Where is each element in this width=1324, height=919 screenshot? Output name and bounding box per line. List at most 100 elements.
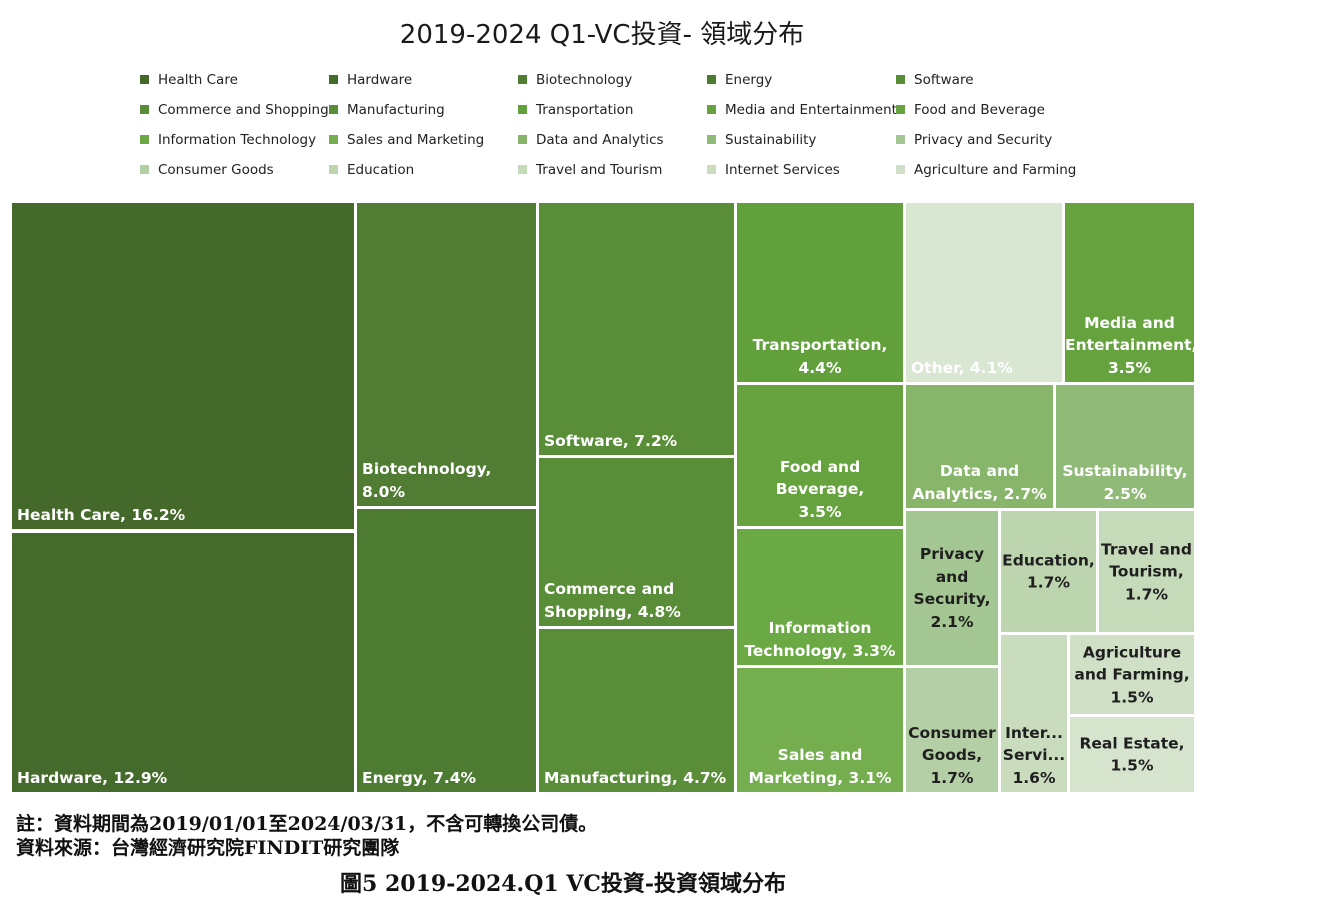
figure-caption: 圖5 2019-2024.Q1 VC投資-投資領域分布 xyxy=(340,871,787,897)
legend-swatch xyxy=(518,135,527,144)
treemap-label: Biotechnology, 8.0% xyxy=(362,460,492,501)
data-source-note: 資料來源：台灣經濟研究院FINDIT研究團隊 xyxy=(16,837,400,859)
legend-label: Commerce and Shopping xyxy=(158,102,329,118)
legend-item-education: Education xyxy=(329,162,414,178)
legend-item-biotechnology: Biotechnology xyxy=(518,72,632,88)
treemap-tile-manufacturing: Manufacturing, 4.7% xyxy=(537,627,736,794)
treemap-tile-internet-services: Inter... Servi... 1.6% xyxy=(999,633,1069,794)
legend-swatch xyxy=(896,165,905,174)
legend-swatch xyxy=(707,105,716,114)
treemap-tile-media-and-entertainment: Media and Entertainment, 3.5% xyxy=(1063,201,1196,384)
treemap-tile-food-and-beverage: Food and Beverage, 3.5% xyxy=(735,383,905,528)
legend-label: Consumer Goods xyxy=(158,162,274,178)
legend-swatch xyxy=(896,75,905,84)
legend-item-energy: Energy xyxy=(707,72,772,88)
legend-swatch xyxy=(329,75,338,84)
chart-title: 2019-2024 Q1-VC投資- 領域分布 xyxy=(399,20,805,50)
legend-swatch xyxy=(707,75,716,84)
treemap-label: Travel and Tourism, 1.7% xyxy=(1101,539,1192,603)
treemap-tile-travel-and-tourism: Travel and Tourism, 1.7% xyxy=(1097,509,1196,634)
legend-swatch xyxy=(329,105,338,114)
legend-item-health-care: Health Care xyxy=(140,72,238,88)
legend-swatch xyxy=(896,105,905,114)
legend-item-agriculture-and-farming: Agriculture and Farming xyxy=(896,162,1076,178)
legend-item-information-technology: Information Technology xyxy=(140,132,316,148)
legend-label: Travel and Tourism xyxy=(536,162,663,178)
legend-swatch xyxy=(140,75,149,84)
treemap-label: Energy, 7.4% xyxy=(362,768,477,787)
legend-item-hardware: Hardware xyxy=(329,72,412,88)
treemap-label: Food and Beverage, 3.5% xyxy=(775,457,865,521)
legend-label: Privacy and Security xyxy=(914,132,1053,148)
treemap-tile-information-technology: Information Technology, 3.3% xyxy=(735,527,905,667)
treemap-tile-sales-and-marketing: Sales and Marketing, 3.1% xyxy=(735,666,905,794)
treemap-tile-data-and-analytics: Data and Analytics, 2.7% xyxy=(904,383,1055,510)
legend-item-food-and-beverage: Food and Beverage xyxy=(896,102,1045,118)
legend-item-sustainability: Sustainability xyxy=(707,132,816,148)
legend-label: Information Technology xyxy=(158,132,317,148)
legend-swatch xyxy=(140,165,149,174)
treemap-tile-transportation: Transportation, 4.4% xyxy=(735,201,905,384)
treemap-tile-real-estate: Real Estate, 1.5% xyxy=(1068,715,1196,794)
chart-legend: Health Care Hardware Biotechnology Energy So… xyxy=(140,72,1090,192)
treemap-tile-hardware: Hardware, 12.9% xyxy=(10,531,356,794)
treemap-label: Data and Analytics, 2.7% xyxy=(912,462,1047,503)
legend-label: Education xyxy=(347,162,415,178)
legend-swatch xyxy=(707,165,716,174)
legend-swatch xyxy=(518,165,527,174)
legend-label: Data and Analytics xyxy=(536,132,664,148)
treemap-label: Education, 1.7% xyxy=(1002,551,1095,592)
legend-label: Media and Entertainment xyxy=(725,102,897,118)
legend-item-software: Software xyxy=(896,72,974,88)
legend-label: Transportation xyxy=(536,102,634,118)
treemap-label: Media and Entertainment, 3.5% xyxy=(1065,313,1196,377)
legend-label: Food and Beverage xyxy=(914,102,1045,118)
legend-label: Sales and Marketing xyxy=(347,132,485,148)
treemap-tile-software: Software, 7.2% xyxy=(537,201,736,457)
legend-item-travel-and-tourism: Travel and Tourism xyxy=(518,162,662,178)
legend-label: Sustainability xyxy=(725,132,817,148)
legend-item-sales-and-marketing: Sales and Marketing xyxy=(329,132,484,148)
legend-label: Hardware xyxy=(347,72,413,88)
treemap-plot: Health Care, 16.2% Hardware, 12.9% Biotech… xyxy=(10,201,1196,794)
treemap-label: Other, 4.1% xyxy=(911,358,1013,377)
treemap-tile-education: Education, 1.7% xyxy=(999,509,1098,634)
data-period-note: 註：資料期間為2019/01/01至2024/03/31，不含可轉換公司債。 xyxy=(16,813,598,835)
legend-swatch xyxy=(140,105,149,114)
treemap-label: Sustainability, 2.5% xyxy=(1062,462,1188,503)
legend-item-consumer-goods: Consumer Goods xyxy=(140,162,274,178)
treemap-tile-energy: Energy, 7.4% xyxy=(355,507,538,794)
treemap-label: Health Care, 16.2% xyxy=(17,505,186,524)
treemap-tile-commerce-and-shopping: Commerce and Shopping, 4.8% xyxy=(537,456,736,628)
legend-label: Biotechnology xyxy=(536,72,633,88)
treemap-label: Software, 7.2% xyxy=(544,431,678,450)
legend-item-privacy-and-security: Privacy and Security xyxy=(896,132,1052,148)
legend-swatch xyxy=(896,135,905,144)
treemap-tile-agriculture-and-farming: Agriculture and Farming, 1.5% xyxy=(1068,633,1196,716)
treemap-tile-consumer-goods: Consumer Goods, 1.7% xyxy=(904,666,1000,794)
treemap-tile-privacy-and-security: Privacy and Security, 2.1% xyxy=(904,509,1000,667)
treemap-label: Manufacturing, 4.7% xyxy=(544,768,727,787)
legend-label: Internet Services xyxy=(725,162,840,178)
treemap-label: Inter... Servi... 1.6% xyxy=(1002,723,1066,787)
legend-swatch xyxy=(140,135,149,144)
treemap-label: Agriculture and Farming, 1.5% xyxy=(1074,642,1190,706)
treemap-label: Privacy and Security, 2.1% xyxy=(913,545,991,631)
legend-item-data-and-analytics: Data and Analytics xyxy=(518,132,664,148)
treemap-label: Consumer Goods, 1.7% xyxy=(908,723,996,787)
treemap-label: Real Estate, 1.5% xyxy=(1079,734,1185,775)
treemap-tile-other: Other, 4.1% xyxy=(904,201,1064,384)
treemap-label: Hardware, 12.9% xyxy=(17,768,168,787)
legend-label: Manufacturing xyxy=(347,102,445,118)
treemap-label: Commerce and Shopping, 4.8% xyxy=(544,580,681,621)
treemap-tile-biotechnology: Biotechnology, 8.0% xyxy=(355,201,538,508)
treemap-label: Transportation, 4.4% xyxy=(752,336,888,377)
legend-item-internet-services: Internet Services xyxy=(707,162,840,178)
legend-swatch xyxy=(329,135,338,144)
legend-item-commerce-and-shopping: Commerce and Shopping xyxy=(140,102,329,118)
legend-swatch xyxy=(707,135,716,144)
legend-label: Health Care xyxy=(158,72,238,88)
legend-item-media-and-entertainment: Media and Entertainment xyxy=(707,102,897,118)
treemap-label: Sales and Marketing, 3.1% xyxy=(748,746,892,787)
legend-swatch xyxy=(329,165,338,174)
